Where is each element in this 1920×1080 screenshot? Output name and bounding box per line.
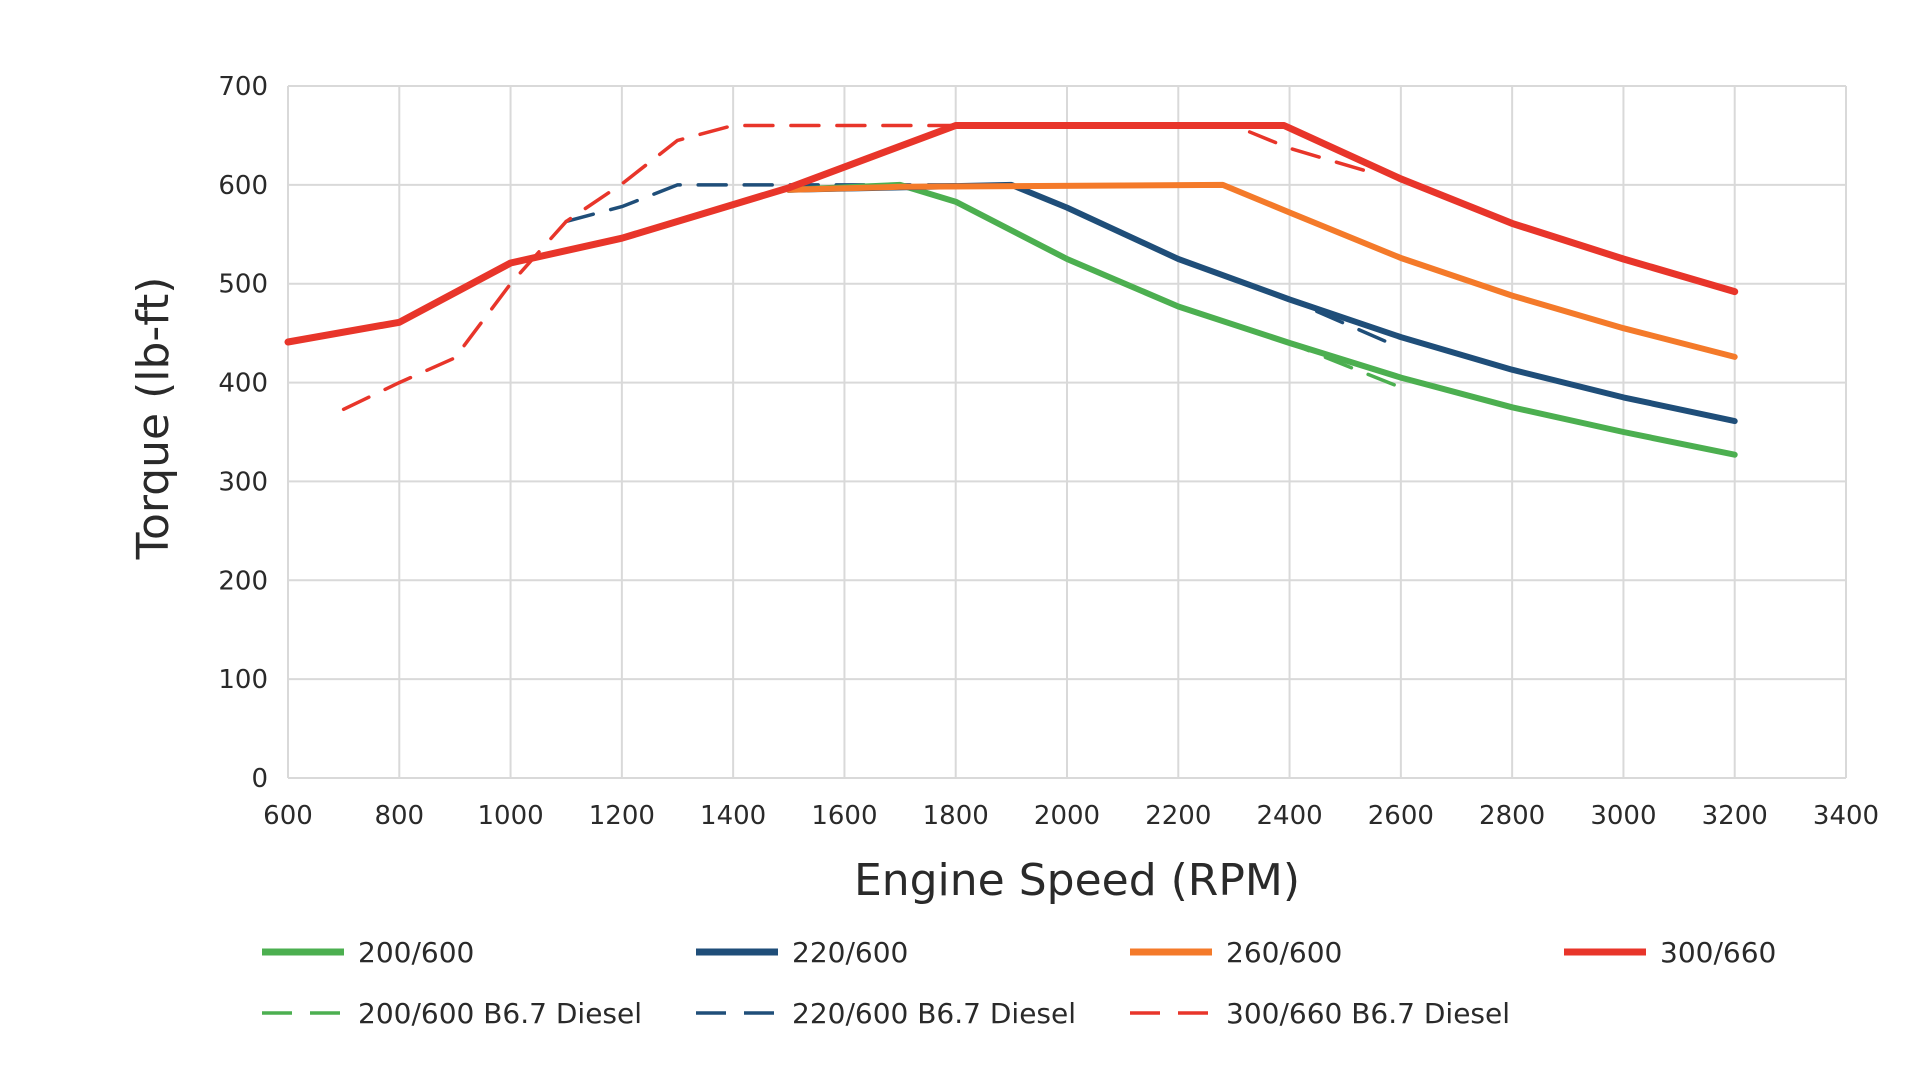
x-tick-label: 2200 xyxy=(1145,801,1211,831)
series-line-200-600 xyxy=(785,181,1738,458)
x-tick-label: 2000 xyxy=(1034,801,1100,831)
y-tick-label: 0 xyxy=(251,764,268,794)
y-tick-label: 400 xyxy=(218,369,268,399)
x-tick-label: 1200 xyxy=(589,801,655,831)
legend-item-300-660: 300/660 xyxy=(1564,936,1776,969)
legend-label: 300/660 B6.7 Diesel xyxy=(1226,997,1510,1030)
x-tick-label: 3200 xyxy=(1702,801,1768,831)
y-tick-label: 600 xyxy=(218,171,268,201)
x-axis-title: Engine Speed (RPM) xyxy=(854,855,1300,906)
legend-item-200-600: 200/600 xyxy=(262,936,474,969)
legend-item-220-600: 220/600 xyxy=(696,936,908,969)
legend-item-300-660-b6-7-diesel: 300/660 B6.7 Diesel xyxy=(1130,997,1510,1030)
series-line-300-660-b6-7-diesel xyxy=(341,123,1375,412)
y-axis-title: Torque (lb-ft) xyxy=(128,277,179,561)
y-axis-ticks: 0 100 200 300 400 500 600 700 xyxy=(218,72,268,794)
x-tick-label: 600 xyxy=(263,801,313,831)
x-tick-label: 2800 xyxy=(1479,801,1545,831)
x-tick-label: 2400 xyxy=(1256,801,1322,831)
x-tick-label: 1800 xyxy=(923,801,989,831)
x-tick-label: 1600 xyxy=(811,801,877,831)
x-tick-label: 1000 xyxy=(477,801,543,831)
x-tick-label: 3400 xyxy=(1813,801,1879,831)
legend-label: 300/660 xyxy=(1660,936,1776,969)
series-line-220-600 xyxy=(785,181,1738,425)
legend-label: 200/600 B6.7 Diesel xyxy=(358,997,642,1030)
legend-label: 220/600 B6.7 Diesel xyxy=(792,997,1076,1030)
x-tick-label: 2600 xyxy=(1368,801,1434,831)
x-tick-label: 1400 xyxy=(700,801,766,831)
y-tick-label: 300 xyxy=(218,467,268,497)
legend-item-220-600-b6-7-diesel: 220/600 B6.7 Diesel xyxy=(696,997,1076,1030)
y-tick-label: 100 xyxy=(218,665,268,695)
legend: 200/600 220/600 260/600 300/660 200/600 B6.7… xyxy=(262,936,1776,1030)
legend-label: 220/600 xyxy=(792,936,908,969)
legend-item-200-600-b6-7-diesel: 200/600 B6.7 Diesel xyxy=(262,997,642,1030)
series-line-300-660 xyxy=(284,122,1739,346)
legend-item-260-600: 260/600 xyxy=(1130,936,1342,969)
y-tick-label: 500 xyxy=(218,270,268,300)
x-tick-label: 3000 xyxy=(1590,801,1656,831)
y-tick-label: 200 xyxy=(218,566,268,596)
legend-label: 260/600 xyxy=(1226,936,1342,969)
x-axis-ticks: 600 800 1000 1200 1400 1600 1800 2000 2200 2400 26… xyxy=(263,801,1879,831)
series-lines xyxy=(284,122,1739,458)
y-tick-label: 700 xyxy=(218,72,268,102)
x-tick-label: 800 xyxy=(374,801,424,831)
series-line-260-600 xyxy=(785,181,1738,360)
legend-label: 200/600 xyxy=(358,936,474,969)
